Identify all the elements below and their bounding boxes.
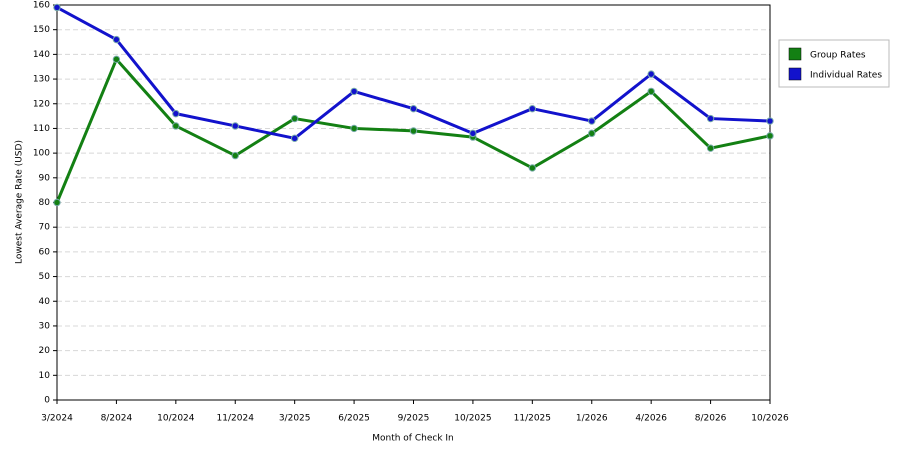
data-point (766, 117, 774, 125)
data-point (766, 132, 774, 140)
legend-swatch (788, 47, 802, 61)
data-point (647, 87, 655, 96)
x-tick-label: 8/2024 (101, 414, 133, 424)
data-point (350, 87, 358, 96)
y-tick-label: 50 (39, 272, 51, 282)
data-point (588, 129, 596, 138)
y-tick-label: 0 (44, 396, 50, 406)
data-point (231, 151, 239, 160)
data-point (469, 129, 477, 138)
x-tick-label: 4/2026 (635, 414, 667, 424)
x-tick-label: 11/2024 (217, 414, 255, 424)
data-point (112, 55, 121, 64)
data-point (53, 3, 61, 12)
y-axis-label: Lowest Average Rate (USD) (15, 140, 25, 264)
y-tick-label: 150 (33, 25, 50, 35)
data-point (290, 114, 299, 123)
y-tick-label: 70 (39, 223, 51, 233)
x-axis-label: Month of Check In (372, 434, 454, 444)
data-point (350, 124, 358, 133)
y-tick-label: 160 (33, 1, 50, 11)
x-tick-label: 3/2024 (41, 414, 73, 424)
x-tick-label: 11/2025 (514, 414, 551, 424)
data-point (706, 114, 715, 123)
y-tick-label: 100 (33, 149, 50, 159)
x-tick-label: 6/2025 (338, 414, 370, 424)
legend-label: Individual Rates (810, 71, 882, 81)
data-point (231, 122, 239, 130)
y-tick-label: 60 (39, 247, 51, 257)
data-point (409, 104, 418, 113)
y-tick-label: 80 (39, 198, 51, 208)
legend-swatch (788, 67, 802, 81)
data-point (172, 109, 180, 118)
y-tick-label: 140 (33, 50, 50, 60)
y-tick-label: 90 (39, 173, 51, 183)
x-tick-label: 10/2024 (157, 414, 195, 424)
y-tick-label: 30 (39, 321, 51, 331)
x-tick-label: 9/2025 (398, 414, 430, 424)
data-point (53, 198, 61, 207)
legend-label: Group Rates (810, 51, 866, 61)
y-tick-label: 10 (39, 371, 51, 381)
y-tick-label: 40 (39, 297, 51, 307)
data-point (112, 35, 121, 44)
data-point (172, 122, 180, 130)
y-tick-label: 130 (33, 75, 50, 85)
x-tick-label: 8/2026 (695, 414, 727, 424)
data-point (528, 164, 537, 172)
data-point (706, 144, 715, 152)
data-point (588, 117, 596, 125)
data-point (528, 104, 537, 113)
y-tick-label: 20 (39, 346, 51, 356)
data-point (647, 70, 655, 78)
x-tick-label: 1/2026 (576, 414, 608, 424)
x-tick-label: 10/2025 (454, 414, 491, 424)
y-tick-label: 110 (33, 124, 50, 134)
data-point (290, 134, 299, 143)
y-tick-label: 120 (33, 99, 50, 109)
data-point (409, 127, 418, 135)
x-tick-label: 3/2025 (279, 414, 311, 424)
x-tick-label: 10/2026 (751, 414, 789, 424)
